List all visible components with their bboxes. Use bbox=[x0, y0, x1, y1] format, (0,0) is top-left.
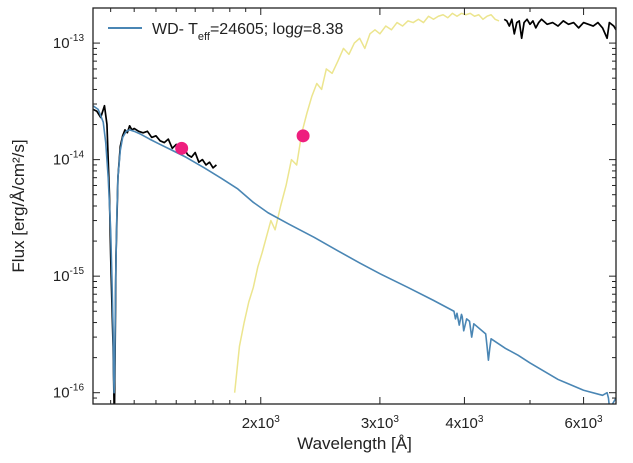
legend-label-wd-model: WD- Teff=24605; logg=8.38 bbox=[152, 21, 344, 43]
series-line-observed-optical bbox=[503, 18, 616, 40]
series-layer bbox=[93, 12, 616, 404]
series-line-template bbox=[233, 12, 500, 393]
x-axis-title: Wavelength [Å] bbox=[297, 434, 412, 453]
y-tick-label: 10-16 bbox=[53, 383, 85, 402]
y-axis-title: Flux [erg/Å/cm²/s] bbox=[9, 139, 28, 272]
photometry-point-2 bbox=[296, 129, 310, 143]
y-axis: 10-16 10-15 10-14 10-13 bbox=[53, 7, 616, 405]
plot-frame bbox=[92, 7, 617, 405]
y-tick-label: 10-13 bbox=[53, 33, 85, 52]
series-line-model bbox=[93, 105, 616, 404]
legend: WD- Teff=24605; logg=8.38 bbox=[108, 21, 344, 43]
x-axis: 2x103 3x103 4x103 6x103 bbox=[110, 8, 604, 432]
y-tick-label: 10-15 bbox=[53, 266, 85, 285]
photometry-point-1 bbox=[175, 141, 189, 155]
x-tick-label: 4x103 bbox=[445, 414, 484, 432]
y-tick-label: 10-14 bbox=[53, 150, 85, 169]
x-tick-label: 2x103 bbox=[242, 414, 281, 432]
x-tick-label: 6x103 bbox=[565, 414, 604, 432]
x-tick-label: 3x103 bbox=[361, 414, 400, 432]
